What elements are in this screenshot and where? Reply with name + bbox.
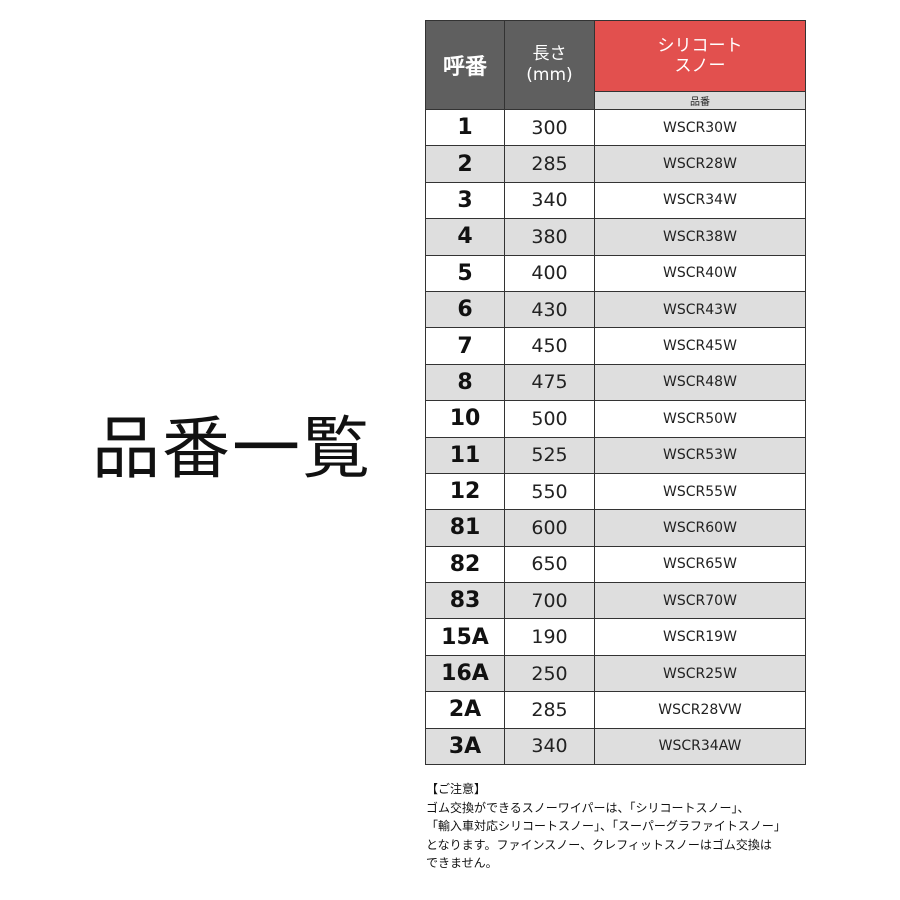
table-row: 82 650 WSCR65W: [425, 545, 806, 584]
row-number: 3A: [425, 727, 505, 766]
row-code: WSCR70W: [594, 582, 806, 620]
notes-heading: 【ご注意】: [426, 782, 487, 796]
row-code: WSCR19W: [594, 618, 806, 656]
table-row: 2A 285 WSCR28VW: [425, 691, 806, 729]
row-length: 340: [504, 181, 595, 220]
header-product-code: 品番: [594, 91, 806, 110]
row-length: 300: [504, 108, 595, 147]
row-code: WSCR28W: [594, 145, 806, 183]
notes-line: ゴム交換ができるスノーワイパーは、「シリコートスノー」、: [426, 800, 750, 815]
row-number: 15A: [425, 618, 505, 656]
row-number: 81: [425, 509, 505, 547]
table-row: 3A 340 WSCR34AW: [425, 727, 806, 766]
row-number: 11: [425, 436, 505, 474]
row-number: 82: [425, 545, 505, 584]
notes-line: できません。: [426, 856, 498, 870]
row-code: WSCR55W: [594, 472, 806, 511]
row-number: 2A: [425, 691, 505, 729]
notes-line: となります。ファインスノー、クレフィットスノーはゴム交換は: [426, 837, 772, 852]
row-length: 400: [504, 254, 595, 292]
row-code: WSCR53W: [594, 436, 806, 474]
header-product-line1: シリコート: [657, 36, 743, 56]
row-code: WSCR25W: [594, 654, 806, 693]
row-number: 3: [425, 181, 505, 220]
table-row: 1 300 WSCR30W: [425, 108, 806, 147]
row-code: WSCR50W: [594, 400, 806, 438]
row-length: 285: [504, 691, 595, 729]
row-length: 250: [504, 654, 595, 693]
table-row: 10 500 WSCR50W: [425, 400, 806, 438]
row-code: WSCR34W: [594, 181, 806, 220]
row-code: WSCR30W: [594, 108, 806, 147]
table-row: 3 340 WSCR34W: [425, 181, 806, 220]
row-length: 600: [504, 509, 595, 547]
header-product-line2: スノー: [674, 56, 726, 76]
row-length: 700: [504, 582, 595, 620]
row-number: 83: [425, 582, 505, 620]
table-row: 15A 190 WSCR19W: [425, 618, 806, 656]
row-length: 285: [504, 145, 595, 183]
header-length: 長さ (mm): [504, 20, 595, 110]
header-length-label: 長さ: [532, 44, 567, 64]
row-number: 12: [425, 472, 505, 511]
row-code: WSCR45W: [594, 327, 806, 365]
table-row: 4 380 WSCR38W: [425, 218, 806, 256]
product-table: 呼番 長さ (mm) シリコート スノー 品番 1 300 WSCR30W 2 285 WSC…: [425, 20, 806, 766]
row-number: 4: [425, 218, 505, 256]
row-number: 5: [425, 254, 505, 292]
table-row: 8 475 WSCR48W: [425, 363, 806, 402]
row-length: 430: [504, 290, 595, 329]
row-number: 6: [425, 290, 505, 329]
row-length: 340: [504, 727, 595, 766]
row-length: 380: [504, 218, 595, 256]
table-row: 81 600 WSCR60W: [425, 509, 806, 547]
header-number: 呼番: [425, 20, 505, 110]
row-length: 500: [504, 400, 595, 438]
row-code: WSCR34AW: [594, 727, 806, 766]
row-length: 450: [504, 327, 595, 365]
row-number: 2: [425, 145, 505, 183]
row-number: 16A: [425, 654, 505, 693]
table-row: 5 400 WSCR40W: [425, 254, 806, 292]
row-length: 190: [504, 618, 595, 656]
row-number: 10: [425, 400, 505, 438]
table-row: 6 430 WSCR43W: [425, 290, 806, 329]
row-code: WSCR48W: [594, 363, 806, 402]
page-title: 品番一覧: [92, 410, 373, 489]
table-row: 11 525 WSCR53W: [425, 436, 806, 474]
row-code: WSCR40W: [594, 254, 806, 292]
row-number: 7: [425, 327, 505, 365]
row-code: WSCR65W: [594, 545, 806, 584]
row-length: 650: [504, 545, 595, 584]
row-code: WSCR28VW: [594, 691, 806, 729]
row-number: 1: [425, 108, 505, 147]
table-row: 16A 250 WSCR25W: [425, 654, 806, 693]
row-code: WSCR38W: [594, 218, 806, 256]
row-length: 525: [504, 436, 595, 474]
notes: 【ご注意】 ゴム交換ができるスノーワイパーは、「シリコートスノー」、 「輸入車対…: [426, 780, 786, 873]
header-length-unit: (mm): [526, 65, 573, 85]
header-product: シリコート スノー: [594, 20, 806, 92]
table-row: 83 700 WSCR70W: [425, 582, 806, 620]
row-code: WSCR43W: [594, 290, 806, 329]
table-row: 2 285 WSCR28W: [425, 145, 806, 183]
table-row: 12 550 WSCR55W: [425, 472, 806, 511]
row-code: WSCR60W: [594, 509, 806, 547]
table-row: 7 450 WSCR45W: [425, 327, 806, 365]
row-length: 475: [504, 363, 595, 402]
row-number: 8: [425, 363, 505, 402]
row-length: 550: [504, 472, 595, 511]
notes-line: 「輸入車対応シリコートスノー」、「スーパーグラファイトスノー」: [426, 819, 786, 833]
